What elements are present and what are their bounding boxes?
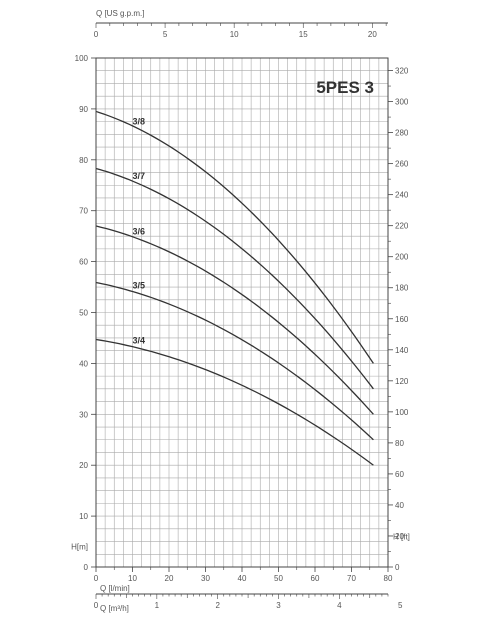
curve-3-6 <box>95 225 374 415</box>
curve-3-8 <box>95 110 374 364</box>
y-left-tick-label: 20 <box>79 461 88 470</box>
x-gpm-axis-label: Q [US g.p.m.] <box>96 9 144 18</box>
y-right-tick-label: 20 <box>395 532 404 541</box>
y-right-tick-label: 260 <box>395 160 409 169</box>
x-gpm-tick-label: 5 <box>163 30 168 39</box>
x-lmin-axis-label: Q [l/min] <box>100 584 130 593</box>
y-right-tick-label: 60 <box>395 470 404 479</box>
x-lmin-tick-label: 40 <box>238 574 247 583</box>
performance-curves: 3/8 3/7 3/6 3/5 3/4 <box>95 110 374 466</box>
curve-3-4 <box>95 338 374 466</box>
y-right-tick-label: 320 <box>395 67 409 76</box>
x-lmin-tick-label: 30 <box>201 574 210 583</box>
curve-label-3-6: 3/6 <box>133 226 146 236</box>
y-left-tick-label: 30 <box>79 410 88 419</box>
x-m3h-tick-label: 0 <box>94 601 99 610</box>
y-right-tick-label: 180 <box>395 284 409 293</box>
curve-label-3-8: 3/8 <box>133 116 146 126</box>
curve-label-3-4: 3/4 <box>133 335 146 345</box>
curve-3-7 <box>95 167 374 390</box>
y-right-tick-label: 160 <box>395 315 409 324</box>
curve-label-3-7: 3/7 <box>133 171 146 181</box>
plot-frame <box>95 57 389 568</box>
x-lmin-tick-label: 0 <box>94 574 99 583</box>
x-gpm-tick-label: 20 <box>368 30 377 39</box>
y-left-tick-label: 50 <box>79 309 88 318</box>
x-m3h-tick-label: 1 <box>155 601 160 610</box>
x-m3h-tick-label: 2 <box>215 601 220 610</box>
x-lmin-tick-label: 20 <box>165 574 174 583</box>
chart-title: 5PES 3 <box>316 78 374 97</box>
x-gpm-tick-label: 0 <box>94 30 99 39</box>
curve-label-3-5: 3/5 <box>133 281 146 291</box>
y-right-tick-label: 40 <box>395 501 404 510</box>
y-right-tick-label: 300 <box>395 98 409 107</box>
axes: 0102030405060708090100H[m]02040608010012… <box>71 9 410 613</box>
x-lmin-tick-label: 10 <box>128 574 137 583</box>
y-right-axis-label: H [ft] <box>393 532 410 541</box>
y-right-tick-label: 220 <box>395 222 409 231</box>
y-left-tick-label: 70 <box>79 207 88 216</box>
y-right-tick-label: 80 <box>395 439 404 448</box>
y-right-tick-label: 240 <box>395 191 409 200</box>
y-right-tick-label: 120 <box>395 377 409 386</box>
x-lmin-tick-label: 50 <box>274 574 283 583</box>
y-left-tick-label: 100 <box>75 54 89 63</box>
y-left-tick-label: 60 <box>79 258 88 267</box>
x-m3h-tick-label: 4 <box>337 601 342 610</box>
y-left-tick-label: 10 <box>79 512 88 521</box>
y-left-axis-label: H[m] <box>71 543 88 552</box>
x-gpm-tick-label: 10 <box>230 30 239 39</box>
y-right-tick-label: 280 <box>395 129 409 138</box>
y-left-tick-label: 80 <box>79 156 88 165</box>
y-left-tick-label: 0 <box>84 563 89 572</box>
y-right-tick-label: 200 <box>395 253 409 262</box>
x-lmin-tick-label: 60 <box>311 574 320 583</box>
x-m3h-tick-label: 5 <box>398 601 403 610</box>
y-right-tick-label: 100 <box>395 408 409 417</box>
x-lmin-tick-label: 80 <box>384 574 393 583</box>
grid <box>96 58 388 567</box>
x-m3h-tick-label: 3 <box>276 601 281 610</box>
y-left-tick-label: 40 <box>79 359 88 368</box>
curve-3-5 <box>95 281 374 441</box>
y-right-tick-label: 140 <box>395 346 409 355</box>
x-m3h-axis-label: Q [m³/h] <box>100 604 129 613</box>
x-lmin-tick-label: 70 <box>347 574 356 583</box>
y-right-tick-label: 0 <box>395 563 400 572</box>
y-left-tick-label: 90 <box>79 105 88 114</box>
x-gpm-tick-label: 15 <box>299 30 308 39</box>
